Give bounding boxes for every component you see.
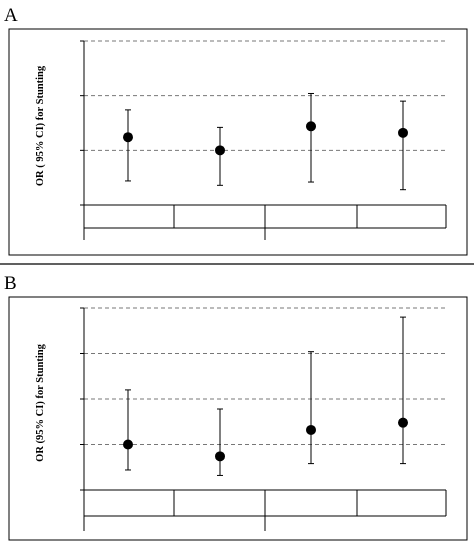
- panel-frame: [8, 28, 468, 256]
- or-point: [123, 439, 133, 450]
- y-axis-label: OR (95% CI) for Stunting: [35, 343, 46, 461]
- or-point: [306, 424, 316, 435]
- panel-b: B OR (95% CI) for Stunting: [4, 273, 468, 541]
- data-marks: [123, 92, 408, 191]
- or-point: [398, 417, 408, 428]
- gridlines: [84, 40, 446, 151]
- or-point: [215, 145, 225, 156]
- axes: [80, 40, 447, 240]
- data-marks: [123, 316, 408, 476]
- axes: [80, 307, 447, 531]
- panel-frame: [8, 296, 468, 541]
- y-axis-label: OR ( 95% CI) for Stunting: [35, 65, 46, 186]
- gridlines: [84, 307, 446, 445]
- or-point: [398, 127, 408, 138]
- panel-label: A: [4, 5, 18, 26]
- or-point: [215, 451, 225, 462]
- or-point: [123, 132, 133, 143]
- or-point: [306, 121, 316, 132]
- panel-label: B: [4, 273, 17, 294]
- panel-a: A OR ( 95% CI) for Stunting: [4, 5, 468, 256]
